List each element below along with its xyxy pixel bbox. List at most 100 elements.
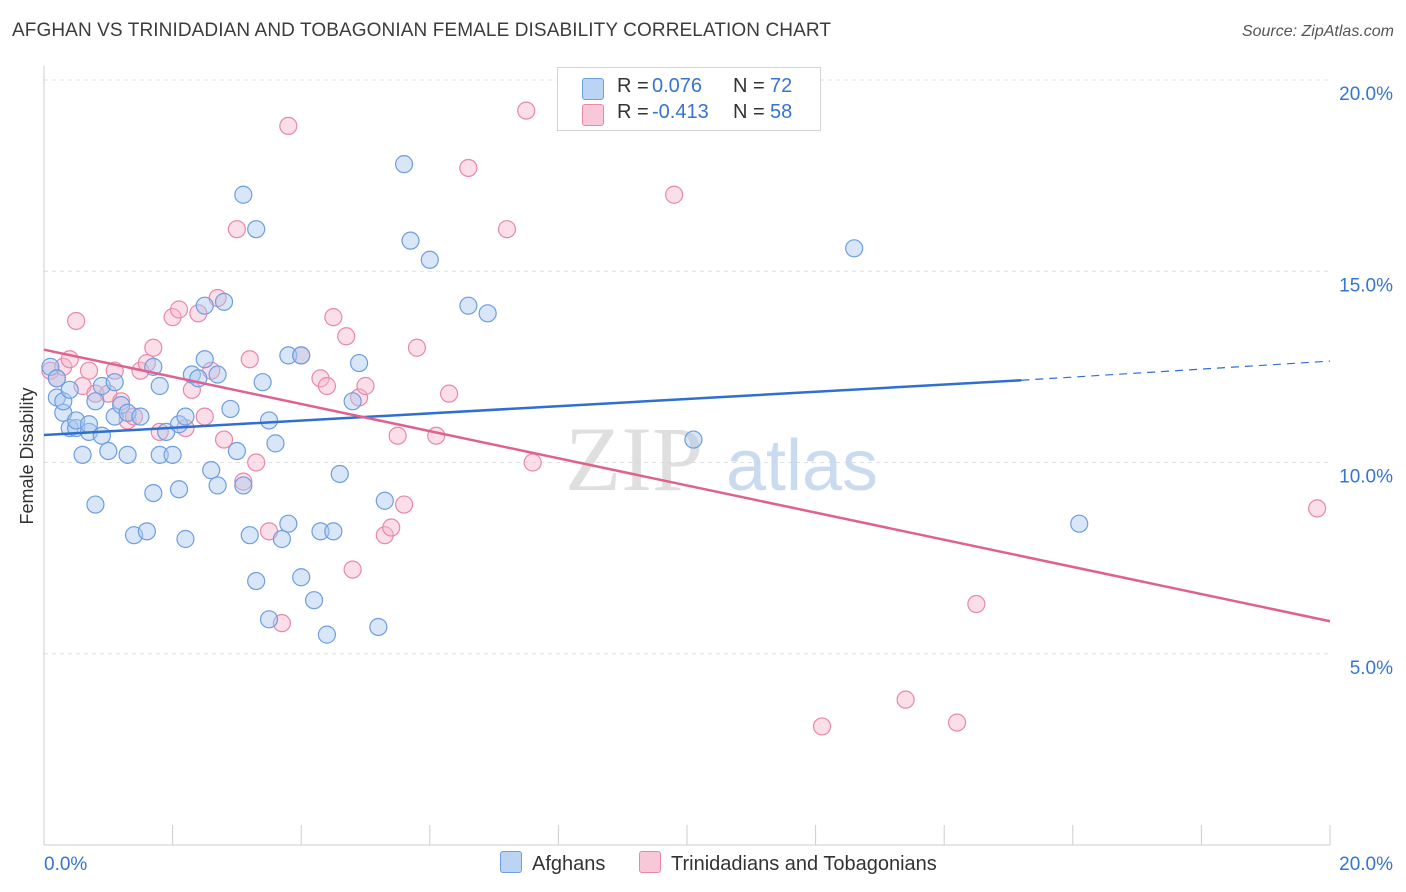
afghan-point bbox=[234, 476, 253, 495]
afghan-point bbox=[169, 480, 189, 499]
afghan-point bbox=[375, 491, 394, 510]
afghan-point bbox=[324, 522, 343, 541]
afghan-point bbox=[54, 392, 73, 411]
afghan-point bbox=[137, 522, 156, 541]
trinidad-point bbox=[279, 116, 298, 136]
afghan-point bbox=[343, 392, 362, 411]
afghan-point bbox=[394, 155, 414, 174]
afghan-point bbox=[259, 411, 279, 430]
legend-r-value: 0.076 bbox=[652, 75, 703, 97]
afghan-point bbox=[292, 568, 311, 587]
afghan-point bbox=[105, 373, 124, 392]
trinidad-point bbox=[967, 594, 986, 614]
afghan-point bbox=[150, 376, 169, 396]
legend-n-value: 58 bbox=[770, 101, 793, 123]
trinidad-point bbox=[317, 376, 337, 396]
trinidad-point bbox=[394, 495, 414, 514]
trinidad-swatch bbox=[582, 104, 604, 126]
afghan-point bbox=[279, 514, 298, 533]
afghan-point bbox=[304, 591, 324, 610]
trinidad-point bbox=[439, 384, 459, 403]
trinidad-point bbox=[896, 690, 915, 709]
y-tick-label: 10.0% bbox=[1339, 467, 1393, 488]
trinidad-point bbox=[665, 185, 684, 204]
trinidad-trend-line bbox=[43, 348, 1331, 623]
afghan-point bbox=[227, 441, 246, 461]
trinidad-point bbox=[214, 430, 234, 449]
trinidad-point bbox=[382, 518, 401, 537]
afghan-point bbox=[131, 407, 150, 426]
trinidad-point bbox=[112, 392, 131, 411]
trinidad-point bbox=[227, 220, 246, 239]
legend-n-label: N = bbox=[733, 101, 765, 123]
trinidad-point bbox=[812, 717, 832, 736]
afghan-point bbox=[144, 484, 163, 503]
bottom-legend-label: Trinidadians and Tobagonians bbox=[671, 853, 937, 875]
trinidad-point bbox=[169, 300, 189, 319]
y-tick-label: 5.0% bbox=[1350, 658, 1393, 679]
afghans-trend-line bbox=[43, 379, 1022, 437]
trinidad-point bbox=[517, 101, 536, 120]
legend-r-label: R = bbox=[617, 101, 649, 123]
chart-title: AFGHAN VS TRINIDADIAN AND TOBAGONIAN FEM… bbox=[12, 20, 832, 41]
trinidad-point bbox=[356, 376, 375, 396]
afghan-point bbox=[60, 380, 79, 399]
afghan-point bbox=[459, 296, 478, 315]
trinidad-point bbox=[324, 308, 343, 327]
trinidad-point bbox=[407, 338, 427, 357]
watermark-zip: ZIP bbox=[565, 408, 703, 510]
afghan-point bbox=[195, 350, 214, 369]
afghan-point bbox=[99, 441, 118, 461]
afghan-point bbox=[73, 445, 92, 464]
y-tick-label: 15.0% bbox=[1339, 275, 1393, 296]
legend-n-value: 72 bbox=[770, 75, 793, 97]
afghan-point bbox=[845, 239, 864, 258]
bottom-legend-label: Afghans bbox=[532, 853, 606, 875]
afghan-point bbox=[317, 625, 337, 644]
afghan-point bbox=[92, 426, 111, 445]
afghan-point bbox=[118, 445, 137, 464]
trinidad-point bbox=[337, 327, 356, 346]
afghan-point bbox=[234, 185, 253, 204]
trinidad-point bbox=[144, 338, 163, 357]
afghan-point bbox=[266, 434, 285, 453]
afghan-point bbox=[330, 464, 349, 484]
afghans-trend-extension bbox=[1021, 360, 1331, 381]
afghan-point bbox=[349, 353, 369, 373]
afghan-point bbox=[684, 430, 703, 449]
correlation-legend: R = 0.076 N = 72 R = -0.413 N = 58 bbox=[557, 67, 821, 131]
points-layer bbox=[41, 101, 1327, 736]
afghan-point bbox=[47, 369, 66, 388]
bottom-legend-afghans: Afghans bbox=[500, 851, 605, 876]
afghans-swatch bbox=[500, 851, 522, 873]
afghan-point bbox=[1070, 514, 1089, 533]
afghan-point bbox=[202, 461, 221, 480]
bottom-legend-trinidad: Trinidadians and Tobagonians bbox=[639, 851, 937, 876]
trinidad-point bbox=[1308, 499, 1327, 518]
trinidad-point bbox=[343, 560, 362, 579]
afghan-point bbox=[150, 445, 169, 464]
y-axis-label: Female Disability bbox=[17, 387, 37, 524]
legend-r-label: R = bbox=[617, 75, 649, 97]
trinidad-point bbox=[947, 713, 967, 732]
trinidad-point bbox=[240, 350, 259, 369]
trinidad-point bbox=[523, 453, 542, 472]
afghan-point bbox=[279, 346, 298, 365]
trinidad-point bbox=[234, 472, 253, 491]
watermark: ZIP atlas bbox=[565, 408, 878, 510]
afghan-point bbox=[478, 304, 497, 323]
trend-layer bbox=[43, 348, 1331, 623]
afghans-swatch bbox=[582, 78, 604, 100]
afghan-point bbox=[369, 617, 388, 637]
afghan-point bbox=[259, 610, 279, 629]
trinidad-point bbox=[247, 453, 266, 472]
grid-layer bbox=[44, 79, 1330, 655]
x-tick-label: 20.0% bbox=[1339, 854, 1393, 875]
afghan-point bbox=[86, 495, 105, 514]
trinidad-swatch bbox=[639, 851, 661, 873]
afghan-point bbox=[292, 346, 311, 365]
afghan-point bbox=[253, 373, 272, 392]
legend-n-label: N = bbox=[733, 75, 765, 97]
afghan-point bbox=[41, 357, 60, 376]
